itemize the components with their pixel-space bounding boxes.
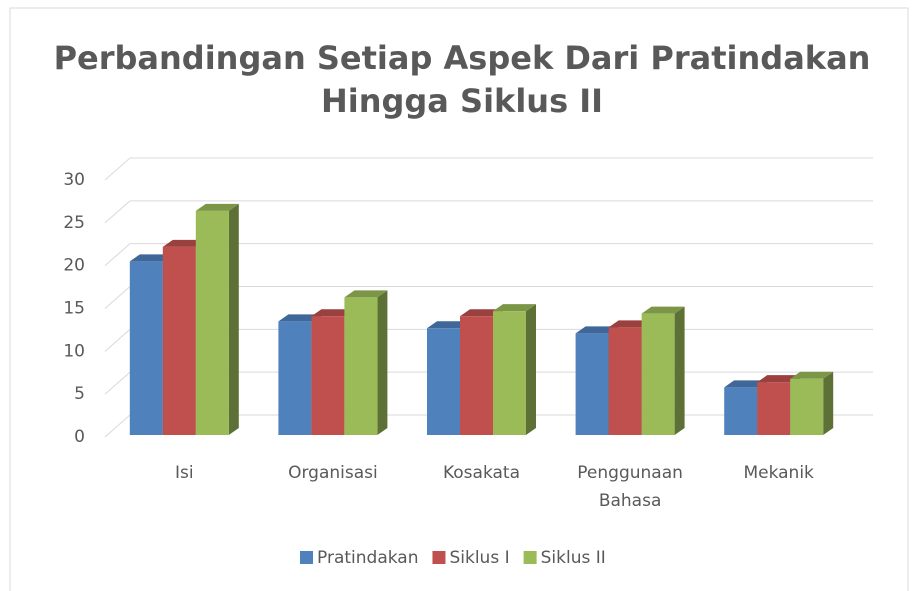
y-tick-label: 5: [74, 384, 85, 404]
bar-face: [674, 306, 685, 435]
grid-line: [104, 243, 131, 267]
x-tick-label: Mekanik: [743, 463, 814, 483]
bar-face: [641, 313, 675, 435]
chart-border: [9, 7, 909, 591]
bar-face: [344, 290, 388, 298]
grid-line: [104, 157, 131, 181]
bar-face: [493, 311, 526, 435]
x-tick-label: Kosakata: [443, 463, 520, 483]
grid-line: [104, 371, 131, 395]
bar-face: [344, 297, 378, 435]
bar: [344, 290, 388, 435]
y-tick-label: 15: [63, 299, 85, 319]
bar: [195, 203, 239, 435]
bar-face: [493, 304, 536, 312]
legend-label: Siklus I: [449, 548, 509, 568]
chart-title: Hingga Siklus II: [321, 82, 603, 120]
bar-face: [608, 327, 642, 435]
y-tick-label: 30: [63, 170, 85, 190]
bar-face: [757, 375, 801, 383]
bar-face: [427, 321, 470, 329]
grid-line: [104, 200, 131, 224]
bar: [790, 371, 834, 435]
bar: [493, 304, 536, 435]
x-tick-label: Isi: [175, 463, 194, 483]
bar-face: [757, 382, 791, 435]
bar-face: [641, 306, 685, 314]
bar-face: [608, 320, 652, 328]
bar-face: [162, 239, 206, 247]
x-tick-label: Penggunaan Bahasa: [577, 463, 683, 511]
bar-face: [278, 321, 312, 435]
bar-face: [278, 314, 322, 322]
bar-face: [823, 371, 834, 435]
legend-swatch: [523, 551, 537, 564]
x-tick-label: Organisasi: [288, 463, 378, 483]
legend-label: Pratindakan: [317, 548, 418, 568]
bar-face: [790, 371, 834, 379]
bar-face: [311, 309, 355, 317]
y-tick-label: 25: [63, 213, 85, 233]
bar-face: [427, 328, 460, 435]
grid-line: [104, 414, 131, 438]
bar-face: [575, 333, 609, 435]
bar-face: [195, 210, 229, 435]
bar-face: [724, 387, 758, 435]
bar-face: [129, 254, 173, 262]
bar: [641, 306, 685, 435]
chart-title: Perbandingan Setiap Aspek Dari Pratindak…: [54, 39, 871, 77]
bar-face: [195, 203, 239, 211]
y-tick-label: 10: [63, 341, 85, 361]
legend-swatch: [432, 551, 446, 564]
bar-face: [724, 380, 768, 388]
bar-face: [377, 290, 388, 435]
bar-face: [228, 203, 239, 435]
legend-swatch: [300, 551, 313, 564]
bar-face: [460, 309, 503, 317]
grid-line: [104, 328, 131, 352]
bar-face: [460, 316, 493, 435]
bar-face: [575, 326, 619, 334]
legend-label: Siklus II: [541, 548, 606, 568]
bar-face: [311, 316, 345, 435]
bar-face: [129, 261, 163, 435]
bar-face: [162, 246, 196, 435]
bar-face: [526, 304, 536, 435]
bar-face: [790, 378, 824, 435]
grid-line: [104, 286, 131, 309]
y-tick-label: 20: [63, 256, 85, 276]
y-tick-label: 0: [74, 427, 85, 447]
